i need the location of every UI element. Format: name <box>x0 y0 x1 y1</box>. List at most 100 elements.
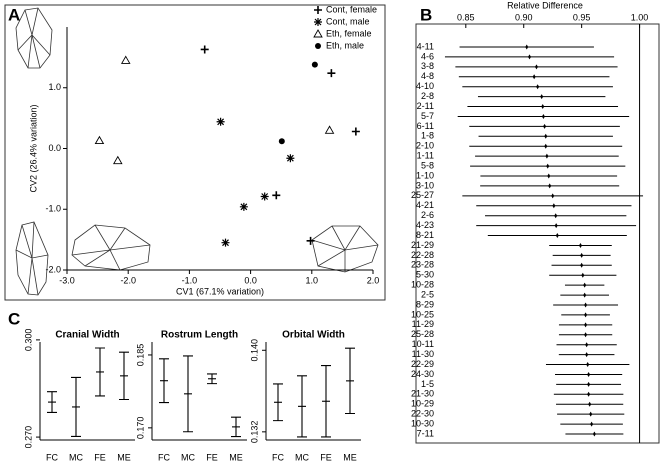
x-tick-label: FE <box>94 452 106 462</box>
point <box>546 163 550 169</box>
row-label: 4-8 <box>421 71 434 81</box>
row-label: 1-11 <box>417 151 434 161</box>
y-tick-label: -1.0 <box>45 204 61 214</box>
panel-a-frame <box>4 4 386 301</box>
marker-triangle <box>324 125 335 134</box>
row-label: 8-21 <box>416 230 434 240</box>
y-tick-label: 0.185 <box>135 344 145 367</box>
point <box>544 143 548 149</box>
row-label: 4-21 <box>416 200 434 210</box>
marker-star <box>260 192 269 201</box>
chart-title: Rostrum Length <box>161 330 238 341</box>
point <box>585 342 589 348</box>
x-tick-label: 0.85 <box>457 12 475 22</box>
point <box>584 312 588 318</box>
row-label: 2-6 <box>421 210 434 220</box>
row-label: 11-29 <box>412 319 434 329</box>
y-axis-title: CV2 (26.4% variation) <box>28 104 38 192</box>
point <box>589 411 593 417</box>
point <box>584 332 588 338</box>
point <box>592 431 596 437</box>
marker-plus <box>200 45 209 54</box>
point <box>580 262 584 268</box>
y-tick-label: 0.132 <box>249 421 259 444</box>
marker-plus <box>351 127 360 136</box>
marker-circle <box>278 138 285 145</box>
point <box>534 64 538 70</box>
x-tick-label: 2.0 <box>367 275 380 285</box>
x-tick-label: 1.00 <box>631 12 649 22</box>
point <box>541 113 545 119</box>
row-label: 7-11 <box>417 428 434 438</box>
row-label: 22-29 <box>411 359 434 369</box>
point <box>552 203 556 209</box>
x-tick-label: MC <box>181 452 195 462</box>
row-label: 1-8 <box>421 131 434 141</box>
y-tick-label: 1.0 <box>48 82 61 92</box>
row-label: 4-6 <box>421 51 434 61</box>
point <box>532 74 536 80</box>
row-label: 22-30 <box>411 409 434 419</box>
row-label: 25-28 <box>411 329 434 339</box>
x-axis-title: CV1 (67.1% variation) <box>176 286 264 296</box>
x-tick-label: FC <box>158 452 170 462</box>
marker-star <box>216 117 225 126</box>
legend-label: Cont, female <box>326 4 377 14</box>
marker-plus <box>272 191 281 200</box>
y-tick-label: -2.0 <box>45 264 61 274</box>
point <box>555 233 559 239</box>
point <box>585 352 589 358</box>
x-tick-label: FE <box>206 452 218 462</box>
row-label: 3-10 <box>416 180 434 190</box>
row-label: 4-11 <box>417 41 434 51</box>
point <box>584 302 588 308</box>
chart-title: Orbital Width <box>282 330 345 341</box>
panel-label: A <box>8 5 20 24</box>
chart-title: Cranial Width <box>55 330 119 341</box>
row-label: 10-28 <box>411 280 434 290</box>
marker-star <box>314 18 322 26</box>
row-label: 2-11 <box>417 101 434 111</box>
marker-triangle <box>120 55 131 64</box>
y-tick-label: 0.300 <box>23 329 33 352</box>
row-label: 2-8 <box>421 91 434 101</box>
point <box>586 362 590 368</box>
x-tick-label: ME <box>343 452 357 462</box>
point <box>583 292 587 298</box>
legend-label: Eth, female <box>326 28 372 38</box>
point <box>587 381 591 387</box>
x-tick-label: FC <box>46 452 58 462</box>
row-label: 5-7 <box>421 111 434 121</box>
row-label: 21-30 <box>411 389 434 399</box>
skull-drawings <box>15 7 379 296</box>
point <box>587 371 591 377</box>
row-label: 3-8 <box>421 61 434 71</box>
row-label: 25-27 <box>411 190 434 200</box>
point <box>536 84 540 90</box>
marker-triangle <box>94 135 105 145</box>
marker-plus <box>314 6 322 14</box>
x-tick-label: MC <box>295 452 309 462</box>
row-label: 1-5 <box>421 379 434 389</box>
marker-triangle <box>313 29 323 38</box>
x-tick-label: -2.0 <box>120 275 136 285</box>
row-label: 5-8 <box>421 160 434 170</box>
panel-label: C <box>8 309 20 328</box>
x-tick-label: ME <box>229 452 243 462</box>
legend-label: Cont, male <box>326 16 370 26</box>
point <box>551 193 555 199</box>
marker-plus <box>327 69 336 78</box>
row-label: 10-29 <box>411 399 434 409</box>
row-label: 1-10 <box>416 170 434 180</box>
y-tick-label: 0.140 <box>249 339 259 362</box>
x-tick-label: 0.90 <box>515 12 533 22</box>
x-tick-label: 1.0 <box>306 275 319 285</box>
point <box>540 94 544 100</box>
legend-label: Eth, male <box>326 40 364 50</box>
x-tick-label: 0.0 <box>244 275 257 285</box>
point <box>583 282 587 288</box>
point <box>578 242 582 248</box>
marker-circle <box>311 61 318 68</box>
x-tick-label: -3.0 <box>59 275 75 285</box>
point <box>587 391 591 397</box>
